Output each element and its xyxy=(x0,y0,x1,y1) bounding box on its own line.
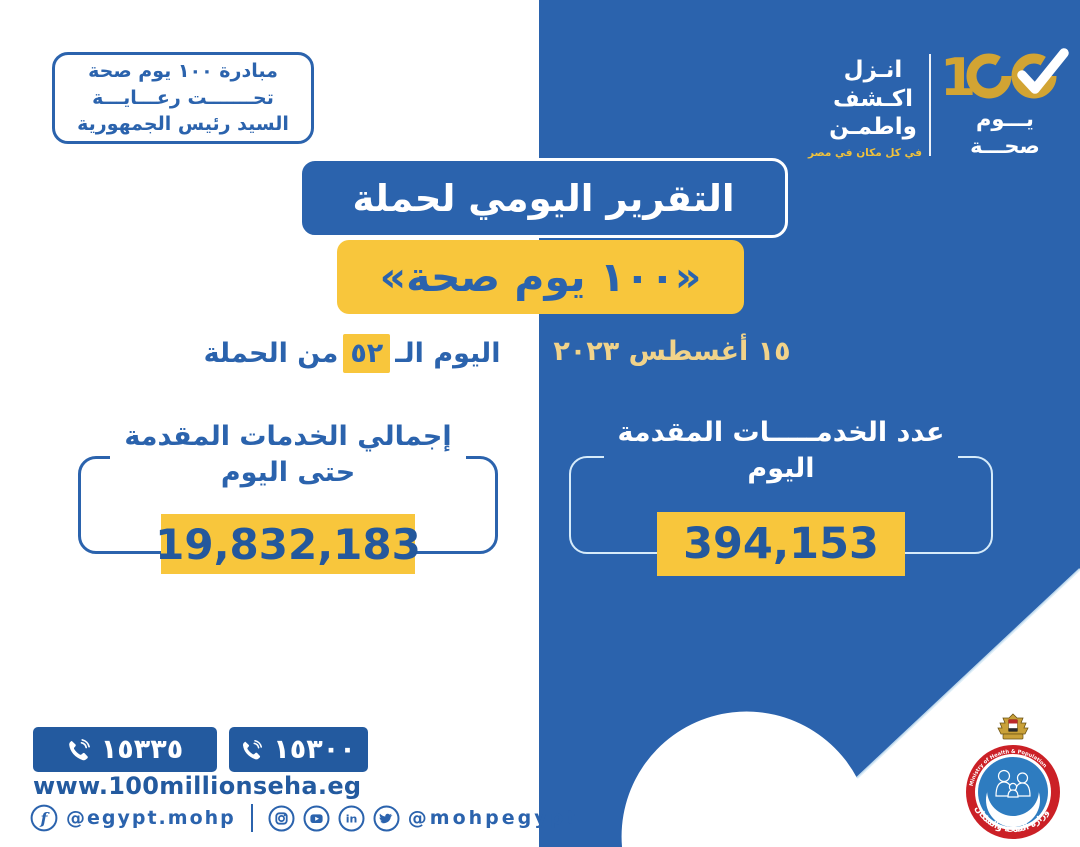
stat-today-heading: عدد الخدمـــــات المقدمة اليوم xyxy=(603,415,959,487)
badge-line: السيد رئيس الجمهورية xyxy=(77,113,289,136)
social-media-row: f @egypt.mohp in @mohpegypt xyxy=(30,804,578,832)
stat-heading-line: اليوم xyxy=(747,452,815,484)
day-prefix: اليوم الـ xyxy=(395,337,501,369)
badge-line: تحـــــــت رعـــايـــة xyxy=(92,86,274,109)
brand-divider xyxy=(929,54,931,156)
stat-heading-line: عدد الخدمـــــات المقدمة xyxy=(617,417,945,448)
phone-icon xyxy=(68,738,90,760)
stat-heading-line: إجمالي الخدمات المقدمة xyxy=(124,421,452,452)
campaign-100-logo: 1 يـــوم صحـــة xyxy=(938,48,1072,161)
badge-line: مبادرة ١٠٠ يوم صحة xyxy=(88,59,278,82)
linkedin-glyph: in xyxy=(345,812,357,825)
stat-today-value: 394,153 xyxy=(657,512,905,576)
logo-100-check-icon: 1 xyxy=(940,48,1069,108)
presidential-patronage-badge: مبادرة ١٠٠ يوم صحة تحـــــــت رعـــايـــ… xyxy=(52,52,314,144)
ministry-of-health-logo: Ministry of Health & Population وزارة ال… xyxy=(966,713,1060,839)
family-figures-icon xyxy=(995,769,1031,798)
website-link[interactable]: www.100millionseha.eg xyxy=(33,772,362,800)
stat-total-value: 19,832,183 xyxy=(155,514,421,574)
hotline-number: ١٥٣٠٠ xyxy=(273,734,356,765)
phone-icon xyxy=(243,739,263,759)
slogan-line: واطمـن xyxy=(829,114,917,141)
hotline-button-15335[interactable]: ١٥٣٣٥ xyxy=(33,727,217,772)
hotline-number: ١٥٣٣٥ xyxy=(100,734,184,765)
stat-heading-line: حتى اليوم xyxy=(220,456,356,488)
campaign-tagline: في كل مكان في مصر xyxy=(808,146,922,159)
report-title: التقرير اليومي لحملة xyxy=(299,158,788,238)
slogan-line: انـزل xyxy=(843,57,903,83)
logo-day-word: يـــوم xyxy=(975,107,1034,131)
social-handle[interactable]: @mohpegypt xyxy=(407,807,579,829)
stat-total-services: إجمالي الخدمات المقدمة حتى اليوم 19,832,… xyxy=(78,419,498,584)
stat-total-heading: إجمالي الخدمات المقدمة حتى اليوم xyxy=(110,419,466,491)
twitter-icon[interactable] xyxy=(373,805,400,832)
day-number-highlight: ٥٢ xyxy=(343,333,391,373)
checkmark-icon xyxy=(1017,48,1069,94)
campaign-name-title: «١٠٠ يوم صحة» xyxy=(337,240,744,314)
facebook-handle[interactable]: @egypt.mohp xyxy=(66,807,236,829)
campaign-brand-block: انـزل اكـشف واطمـن في كل مكان في مصر 1 ي… xyxy=(808,48,1072,161)
logo-health-word: صحـــة xyxy=(970,134,1040,159)
social-divider xyxy=(250,804,253,832)
facebook-icon[interactable]: f xyxy=(30,804,58,832)
logo-zero-ring xyxy=(966,53,1012,99)
facebook-glyph: f xyxy=(40,809,51,828)
instagram-icon[interactable] xyxy=(268,805,295,832)
linkedin-icon[interactable]: in xyxy=(338,805,365,832)
stat-today-services: عدد الخدمـــــات المقدمة اليوم 394,153 xyxy=(565,415,997,587)
day-suffix: من الحملة xyxy=(203,337,339,369)
youtube-icon[interactable] xyxy=(303,805,330,832)
hotline-button-15300[interactable]: ١٥٣٠٠ xyxy=(229,727,368,772)
slogan-line: اكـشف xyxy=(833,85,913,112)
campaign-day-counter: اليوم الـ ٥٢ من الحملة xyxy=(178,331,526,375)
report-date: ١٥ أغسطس ٢٠٢٣ xyxy=(553,335,791,367)
campaign-slogan: انـزل اكـشف واطمـن في كل مكان في مصر xyxy=(808,48,922,161)
egypt-eagle-icon xyxy=(997,713,1029,740)
